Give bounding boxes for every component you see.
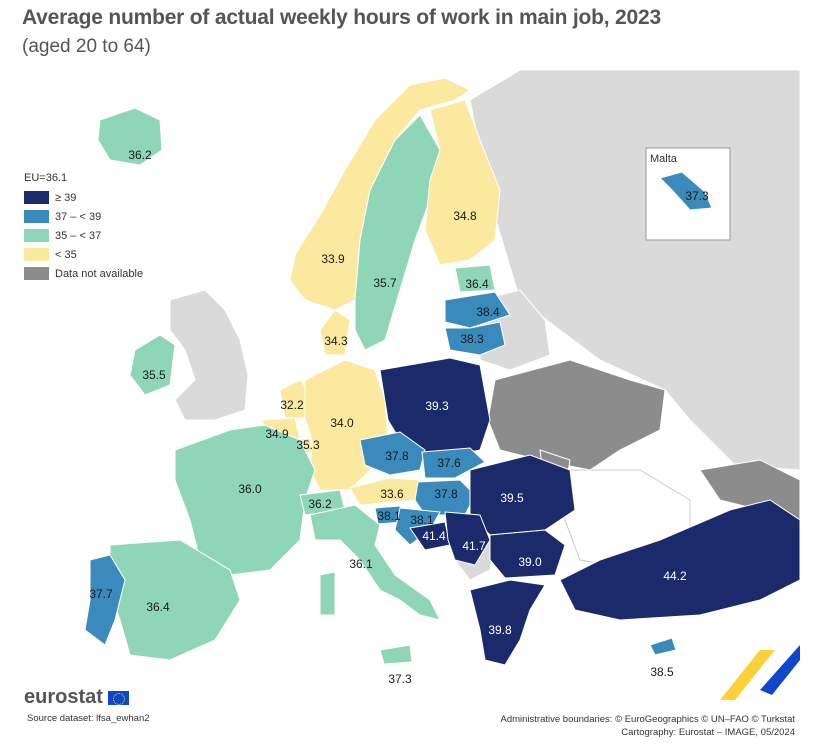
italy-region [309,504,441,621]
legend-swatch [24,229,49,242]
value-hungary: 37.8 [434,487,458,501]
map-subtitle: (aged 20 to 64) [22,36,151,57]
sicily-region [379,644,413,665]
credits-line-1: Administrative boundaries: © EuroGeograp… [500,714,795,725]
value-serbia: 41.7 [462,539,486,553]
value-bosnia: 41.4 [422,529,446,543]
malta-region [659,171,713,211]
finland-region [424,99,501,266]
value-spain: 36.4 [146,600,170,614]
legend-item: < 35 [24,245,143,264]
value-austria: 33.6 [380,487,404,501]
value-slovakia: 37.6 [437,456,461,470]
corner-stripe-yellow [720,650,775,700]
legend-item: Data not available [24,264,143,283]
value-poland: 39.3 [425,399,449,413]
legend-title: EU=36.1 [24,172,68,184]
eurostat-logo: eurostat [24,686,129,709]
value-czechia: 37.8 [385,449,409,463]
legend-label: ≥ 39 [55,191,77,204]
legend-swatch [24,210,49,223]
portugal-region [84,554,126,646]
ireland-region [129,334,176,396]
legend-label: < 35 [55,248,77,261]
bulgaria-region [489,529,566,579]
corner-stripe-blue [760,645,800,695]
value-italy: 36.1 [349,557,373,571]
estonia-region [454,264,496,293]
france-region [174,424,316,576]
map-title: Average number of actual weekly hours of… [22,6,661,29]
great-britain-land [169,289,249,421]
value-slovenia: 38.1 [377,509,401,523]
value-cyprus: 38.5 [650,665,674,679]
legend-swatch [24,267,49,280]
sardinia-region [319,571,336,616]
legend-label: 37 – < 39 [55,210,102,223]
value-portugal: 37.7 [89,587,113,601]
value-bulgaria: 39.0 [518,555,542,569]
legend-label: Data not available [55,267,144,280]
legend-label: 35 – < 37 [55,229,102,242]
cyprus-region [649,637,677,656]
legend-swatch [24,248,49,261]
malta-inset-value: 37.3 [685,189,709,203]
lithuania-region [444,321,506,356]
value-belgium: 34.9 [265,427,289,441]
value-croatia: 38.1 [410,513,434,527]
eu-flag-icon [107,690,129,705]
legend-item: 37 – < 39 [24,207,143,226]
value-lithuania: 38.3 [460,332,484,346]
greece-region [469,579,546,666]
value-turkey: 44.2 [663,569,687,583]
credits-note: Administrative boundaries: © EuroGeograp… [500,713,795,739]
value-sweden: 35.7 [373,276,397,290]
value-denmark: 34.3 [324,334,348,348]
credits-line-2: Cartography: Eurostat – IMAGE, 05/2024 [621,727,795,738]
denmark-region [319,309,351,356]
value-latvia: 38.4 [476,305,500,319]
norway-region [289,77,472,311]
czechia-region [359,431,426,476]
value-ireland: 35.5 [142,368,166,382]
value-france: 36.0 [238,482,262,496]
value-malta: 37.3 [388,672,412,686]
logo-text: eurostat [24,686,103,708]
value-greece: 39.8 [488,623,512,637]
value-iceland: 36.2 [128,148,152,162]
map-legend: EU=36.1 ≥ 39 37 – < 39 35 – < 37 < 35 Da… [24,172,143,283]
ukraine-region [487,359,666,471]
value-romania: 39.5 [500,491,524,505]
poland-region [379,357,491,461]
value-estonia: 36.4 [465,277,489,291]
source-note: Source dataset: lfsa_ewhan2 [27,713,150,724]
legend-item: 35 – < 37 [24,226,143,245]
legend-swatch [24,191,49,204]
value-luxembourg: 35.3 [296,438,320,452]
iceland-region [97,107,163,166]
value-germany: 34.0 [330,416,354,430]
value-switzerland: 36.2 [308,497,332,511]
legend-item: ≥ 39 [24,188,143,207]
serbia-region [444,511,491,566]
malta-inset-label: Malta [650,153,678,165]
value-netherlands: 32.2 [280,398,304,412]
latvia-region [444,291,511,329]
turkey-region [559,499,801,621]
value-finland: 34.8 [453,209,477,223]
value-norway: 33.9 [321,252,345,266]
